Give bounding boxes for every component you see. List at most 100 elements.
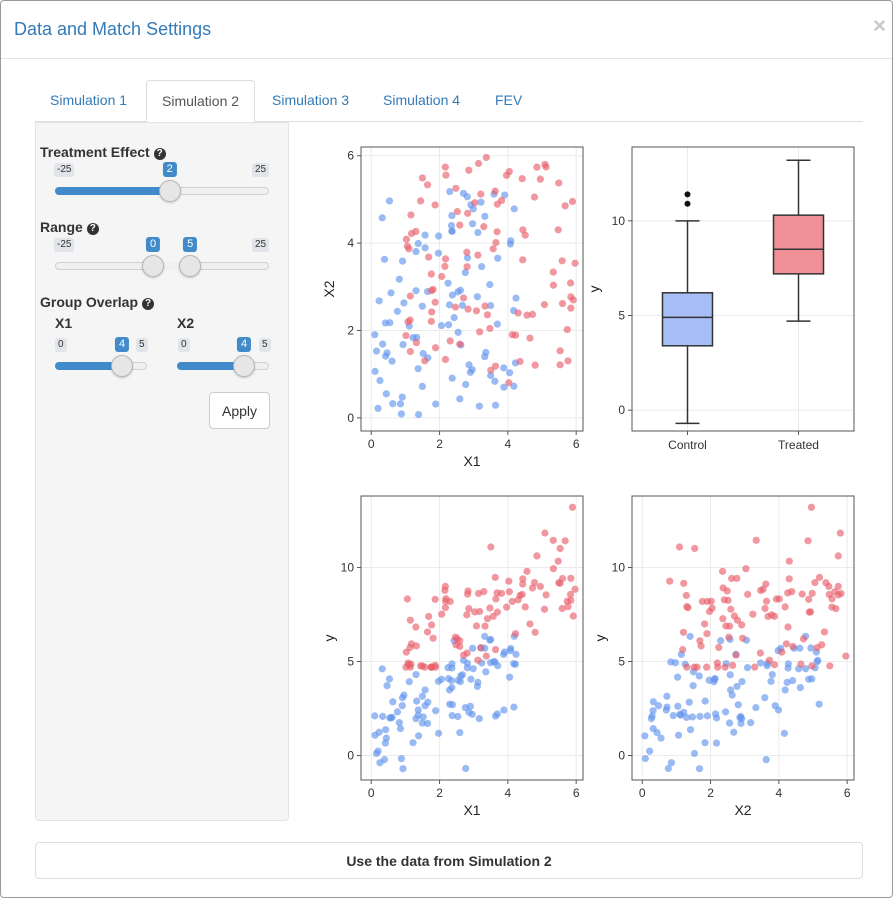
scatter-point bbox=[386, 319, 394, 327]
scatter-point bbox=[770, 661, 779, 669]
scatter-point bbox=[451, 303, 460, 311]
scatter-point bbox=[447, 221, 456, 230]
scatter-point bbox=[444, 664, 452, 672]
scatter-point bbox=[419, 713, 427, 721]
scatter-point bbox=[712, 739, 721, 747]
scatter-point bbox=[540, 605, 549, 613]
scatter-point bbox=[483, 615, 492, 623]
scatter-point bbox=[808, 662, 816, 670]
help-icon[interactable]: ? bbox=[142, 298, 155, 310]
scatter-point bbox=[519, 580, 527, 588]
scatter-point bbox=[409, 739, 417, 747]
scatter-point bbox=[747, 719, 755, 727]
scatter-point bbox=[783, 678, 791, 686]
scatter-point bbox=[675, 543, 684, 551]
tab-fev[interactable]: FEV bbox=[495, 92, 523, 108]
scatter-point bbox=[476, 607, 484, 616]
scatter-point bbox=[461, 268, 469, 277]
scatter-point bbox=[531, 361, 539, 369]
tab-simulation-3[interactable]: Simulation 3 bbox=[272, 92, 350, 108]
scatter-point bbox=[701, 620, 709, 628]
scatter-point bbox=[414, 365, 422, 373]
scatter-point bbox=[480, 223, 488, 231]
x-tick-label: 2 bbox=[436, 437, 443, 451]
use-simulation-data-button[interactable]: Use the data from Simulation 2 bbox=[35, 842, 863, 879]
help-icon[interactable]: ? bbox=[153, 148, 166, 160]
scatter-point bbox=[715, 643, 723, 652]
scatter-point bbox=[487, 543, 495, 551]
scatter-point bbox=[569, 296, 577, 304]
scatter-point bbox=[807, 644, 815, 652]
scatter-point bbox=[729, 661, 737, 669]
scatter-point bbox=[428, 308, 436, 316]
scatter-point bbox=[481, 632, 489, 640]
scatter-point bbox=[663, 703, 671, 711]
scatter-point bbox=[468, 220, 477, 228]
scatter-point bbox=[389, 400, 397, 408]
scatter-point bbox=[680, 579, 688, 587]
scatter-point bbox=[464, 209, 472, 217]
scatter-point bbox=[454, 328, 462, 336]
scatter-point bbox=[458, 671, 467, 679]
tab-simulation-2[interactable]: Simulation 2 bbox=[146, 80, 256, 122]
scatter-point bbox=[371, 367, 379, 375]
scatter-point bbox=[441, 163, 449, 171]
plot-panel-2 bbox=[631, 146, 855, 432]
y-tick-label: 10 bbox=[341, 560, 355, 574]
scatter-point bbox=[673, 673, 682, 681]
x-tick-label: 6 bbox=[573, 437, 580, 451]
scatter-point bbox=[463, 611, 471, 619]
range-to-handle[interactable] bbox=[179, 255, 202, 277]
range-from-handle[interactable] bbox=[142, 255, 164, 277]
scatter-point bbox=[508, 597, 516, 606]
scatter-point bbox=[804, 537, 812, 545]
y-tick-label: 2 bbox=[347, 324, 354, 338]
x-tick-label: 0 bbox=[368, 786, 375, 800]
treatment-effect-handle[interactable] bbox=[158, 180, 181, 202]
scatter-point bbox=[649, 698, 657, 706]
scatter-point bbox=[708, 604, 716, 612]
scatter-point bbox=[459, 189, 468, 197]
scatter-point bbox=[834, 591, 842, 599]
help-icon[interactable]: ? bbox=[86, 223, 99, 235]
scatter-point bbox=[448, 683, 456, 692]
scatter-point bbox=[836, 529, 844, 537]
scatter-point bbox=[403, 595, 411, 603]
scatter-point bbox=[653, 729, 661, 737]
scatter-point bbox=[764, 612, 772, 621]
scatter-point bbox=[407, 211, 415, 219]
scatter-point bbox=[671, 659, 679, 667]
scatter-point bbox=[472, 622, 481, 630]
y-axis-label: y bbox=[592, 635, 608, 642]
scatter-point bbox=[568, 197, 577, 206]
scatter-point bbox=[448, 291, 457, 299]
scatter-point bbox=[453, 208, 461, 216]
scatter-point bbox=[564, 603, 572, 611]
scatter-point bbox=[680, 708, 688, 716]
scatter-point bbox=[460, 294, 468, 302]
scatter-point bbox=[481, 622, 489, 630]
tab-simulation-1[interactable]: Simulation 1 bbox=[50, 92, 128, 108]
scatter-point bbox=[505, 379, 513, 387]
y-tick-label: 6 bbox=[347, 149, 354, 163]
scatter-point bbox=[726, 622, 734, 630]
scatter-point bbox=[674, 731, 683, 739]
apply-button[interactable]: Apply bbox=[209, 392, 270, 429]
y-tick-label: 5 bbox=[618, 655, 625, 669]
scatter-point bbox=[438, 610, 446, 618]
scatter-point bbox=[378, 665, 386, 673]
x1-overlap-handle[interactable] bbox=[111, 355, 133, 377]
scatter-point bbox=[441, 355, 450, 364]
close-icon[interactable]: × bbox=[873, 13, 886, 38]
plot-border bbox=[631, 146, 855, 432]
scatter-point bbox=[454, 712, 462, 721]
x2-overlap-handle[interactable] bbox=[233, 355, 255, 377]
tab-simulation-4[interactable]: Simulation 4 bbox=[383, 92, 461, 108]
scatter-point bbox=[820, 628, 829, 636]
scatter-point bbox=[802, 665, 810, 673]
scatter-point bbox=[510, 382, 518, 390]
scatter-point bbox=[674, 702, 682, 710]
scatter-point bbox=[502, 171, 511, 179]
scatter-point bbox=[641, 754, 649, 763]
scatter-point bbox=[477, 644, 485, 652]
